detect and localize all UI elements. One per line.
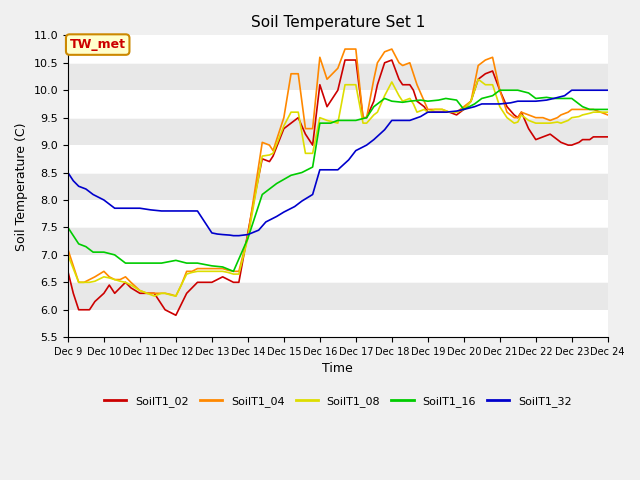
SoilT1_32 (230, 233, 237, 239)
SoilT1_04 (604, 112, 612, 118)
Line: SoilT1_02: SoilT1_02 (68, 60, 608, 315)
Bar (68, 228, 608, 255)
SoilT1_16 (399, 99, 406, 105)
SoilT1_16 (70, 233, 77, 239)
SoilT1_16 (64, 225, 72, 230)
SoilT1_16 (507, 87, 515, 93)
Bar (68, 63, 608, 90)
SoilT1_16 (230, 268, 237, 274)
SoilT1_02 (64, 268, 72, 274)
SoilT1_08 (183, 271, 191, 277)
SoilT1_08 (604, 109, 612, 115)
SoilT1_08 (518, 112, 525, 118)
SoilT1_08 (287, 109, 295, 115)
SoilT1_02 (341, 57, 349, 63)
SoilT1_32 (363, 142, 371, 148)
SoilT1_02 (604, 134, 612, 140)
Bar (68, 255, 608, 282)
SoilT1_04 (150, 290, 158, 296)
SoilT1_02 (183, 290, 191, 296)
SoilT1_02 (219, 274, 227, 280)
SoilT1_08 (474, 76, 482, 82)
Text: TW_met: TW_met (70, 38, 125, 51)
SoilT1_04 (183, 268, 191, 274)
SoilT1_32 (208, 230, 216, 236)
SoilT1_08 (341, 82, 349, 88)
SoilT1_04 (518, 109, 525, 115)
Bar (68, 310, 608, 337)
SoilT1_08 (157, 290, 165, 296)
SoilT1_32 (262, 219, 269, 225)
Bar (68, 36, 608, 63)
Line: SoilT1_04: SoilT1_04 (68, 49, 608, 296)
SoilT1_02 (172, 312, 180, 318)
SoilT1_32 (64, 169, 72, 175)
SoilT1_16 (442, 96, 450, 101)
SoilT1_08 (219, 268, 227, 274)
Line: SoilT1_32: SoilT1_32 (68, 90, 608, 236)
Bar (68, 172, 608, 200)
Bar (68, 90, 608, 118)
Bar (68, 200, 608, 228)
SoilT1_04 (341, 46, 349, 52)
SoilT1_04 (64, 247, 72, 252)
X-axis label: Time: Time (323, 362, 353, 375)
SoilT1_16 (424, 98, 431, 104)
SoilT1_16 (496, 87, 504, 93)
SoilT1_02 (150, 290, 158, 296)
SoilT1_16 (604, 107, 612, 112)
SoilT1_04 (287, 71, 295, 77)
SoilT1_16 (298, 169, 306, 175)
SoilT1_32 (543, 97, 550, 103)
SoilT1_32 (568, 87, 575, 93)
SoilT1_02 (352, 57, 360, 63)
SoilT1_02 (518, 109, 525, 115)
Legend: SoilT1_02, SoilT1_04, SoilT1_08, SoilT1_16, SoilT1_32: SoilT1_02, SoilT1_04, SoilT1_08, SoilT1_… (99, 391, 576, 411)
Line: SoilT1_16: SoilT1_16 (68, 90, 608, 271)
SoilT1_08 (64, 252, 72, 258)
Line: SoilT1_08: SoilT1_08 (68, 79, 608, 296)
SoilT1_02 (287, 120, 295, 126)
Bar (68, 282, 608, 310)
Bar (68, 118, 608, 145)
SoilT1_32 (604, 87, 612, 93)
SoilT1_32 (399, 118, 406, 123)
SoilT1_04 (219, 266, 227, 272)
Y-axis label: Soil Temperature (C): Soil Temperature (C) (15, 122, 28, 251)
SoilT1_04 (172, 293, 180, 299)
SoilT1_08 (150, 293, 158, 299)
Bar (68, 145, 608, 172)
SoilT1_04 (352, 46, 360, 52)
Title: Soil Temperature Set 1: Soil Temperature Set 1 (251, 15, 425, 30)
SoilT1_32 (183, 208, 191, 214)
